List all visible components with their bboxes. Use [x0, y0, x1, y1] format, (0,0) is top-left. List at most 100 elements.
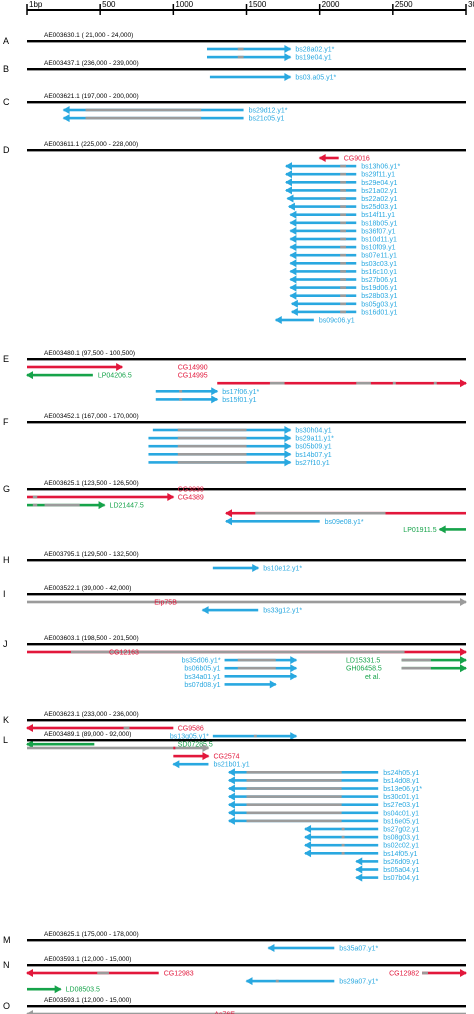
panel-header: AE003795.1 (129,500 - 132,500) — [44, 551, 139, 558]
feature-label: LP04206.5 — [98, 373, 132, 380]
feature-label: bs22a02.y1 — [361, 196, 397, 203]
feature-label: bs19d06.y1 — [361, 285, 397, 292]
feature-label: bs05g03.y1 — [361, 301, 397, 308]
est-read-arrowhead — [355, 865, 363, 874]
est-read-arrowhead — [286, 194, 294, 203]
feature-label: LD08503.5 — [66, 987, 100, 994]
float-label: Eip75B — [154, 600, 177, 607]
float-label: CG14990 — [178, 365, 208, 372]
est-read-arrowhead — [289, 226, 297, 235]
panel-header: AE003522.1 (39,000 - 42,000) — [44, 585, 131, 592]
est-read-arrowhead — [62, 114, 70, 123]
est-read-bar — [286, 172, 357, 176]
feature-label: bs21a02.y1 — [361, 188, 397, 195]
est-read-gap — [85, 116, 202, 120]
est-read-bar — [290, 286, 357, 289]
scale-tick-label: 2500 — [395, 0, 413, 9]
scale-tick-label: 1bp — [29, 0, 43, 9]
panel-header: AE003452.1 (167,000 - 170,000) — [44, 413, 139, 420]
est-read-arrowhead — [285, 162, 293, 171]
feature-label: bs29a11.y1* — [295, 436, 334, 443]
gene-model-bar — [422, 971, 466, 975]
gene-model-arrowhead — [167, 493, 175, 501]
feature-label: bs29e04.y1 — [361, 180, 397, 187]
est-read-arrowhead — [304, 841, 312, 850]
est-read-gap — [340, 189, 347, 192]
feature-label: bs36f07.y1 — [361, 228, 395, 235]
feature-label: bs02c02.y1 — [383, 843, 419, 850]
feature-label: bs13e06.y1* — [383, 786, 422, 793]
gene-model-bar — [27, 373, 93, 377]
est-read-bar — [290, 229, 357, 233]
est-read-arrowhead — [227, 792, 235, 801]
gene-model-bar — [27, 600, 466, 604]
est-read-arrowhead — [355, 873, 363, 882]
panel-header: AE003593.1 (12,000 - 15,000) — [44, 956, 131, 963]
panel-letter: I — [3, 589, 6, 599]
feature-label: bs33g12.y1* — [263, 608, 302, 615]
genomic-segment-line — [27, 488, 466, 491]
est-read-arrowhead — [284, 73, 292, 81]
exon-mark — [173, 746, 176, 750]
gene-model-arrowhead — [26, 724, 33, 732]
est-read-bar — [356, 860, 379, 863]
est-read-arrowhead — [287, 202, 295, 211]
feature-label: bs10d11.y1 — [361, 237, 397, 244]
est-read-bar — [224, 683, 276, 686]
gene-model-arrowhead — [116, 363, 124, 371]
feature-label: bs27e03.y1 — [383, 802, 419, 809]
panel-letter: F — [3, 417, 9, 427]
est-read-arrowhead — [284, 434, 292, 443]
panel-letter: B — [3, 64, 9, 74]
est-read-bar — [305, 852, 379, 855]
est-read-gap — [179, 398, 183, 401]
feature-label: bs30h04.y1 — [295, 428, 331, 435]
est-read-bar — [246, 979, 335, 983]
panel-header: AE003621.1 (197,000 - 200,000) — [44, 93, 139, 100]
est-read-arrowhead — [252, 564, 260, 572]
gene-model-arrowhead — [26, 371, 33, 380]
panel-header: AE003437.1 (236,000 - 239,000) — [44, 60, 139, 67]
feature-label: bs03c03.y1 — [361, 261, 397, 268]
panel-letter: J — [3, 639, 8, 649]
est-read-arrowhead — [225, 517, 233, 526]
genomic-segment-line — [27, 643, 466, 646]
feature-label: bs18b05.y1 — [361, 220, 397, 227]
est-read-bar — [286, 189, 357, 192]
float-label: CG14995 — [178, 373, 208, 380]
est-read-arrowhead — [284, 53, 292, 62]
gene-model-bar — [173, 754, 209, 758]
gene-model-bar — [217, 381, 466, 385]
feature-label: bs15f01.y1 — [222, 397, 256, 404]
feature-label: bs29d12.y1* — [249, 108, 288, 115]
genomic-segment-line — [27, 40, 466, 43]
feature-label: bs09c06.y1 — [319, 318, 355, 325]
est-read-gap — [340, 237, 347, 241]
est-read-bar — [209, 75, 291, 79]
est-read-gap — [340, 197, 347, 200]
est-read-arrowhead — [172, 760, 180, 769]
feature-label: bs14f05.y1 — [383, 851, 417, 858]
gene-model-arrowhead — [318, 154, 326, 162]
gene-model-arrowhead — [438, 525, 446, 534]
panel-letter: C — [3, 97, 10, 107]
feature-label: bs04c01.y1 — [383, 810, 419, 817]
genomic-segment-line — [27, 149, 466, 152]
est-read-arrowhead — [284, 45, 292, 53]
est-read-gap — [246, 779, 342, 782]
est-read-arrowhead — [289, 283, 297, 292]
gene-model-arrowhead — [26, 740, 33, 749]
feature-label: bs16d01.y1 — [361, 309, 397, 316]
panel-header: AE003489.1 (89,000 - 92,000) — [44, 731, 131, 738]
feature-label: LD21447.5 — [110, 503, 144, 510]
gene-model-bar — [401, 658, 466, 662]
est-read-gap — [340, 278, 347, 281]
est-read-gap — [246, 819, 342, 823]
est-read-gap — [340, 310, 347, 314]
feature-label: bs05b09.y1 — [295, 444, 331, 451]
est-read-bar — [268, 946, 335, 950]
est-read-bar — [206, 47, 291, 51]
gene-model-arrowhead — [460, 379, 467, 388]
est-read-gap — [341, 843, 345, 847]
gene-model-arrowhead — [460, 648, 467, 656]
